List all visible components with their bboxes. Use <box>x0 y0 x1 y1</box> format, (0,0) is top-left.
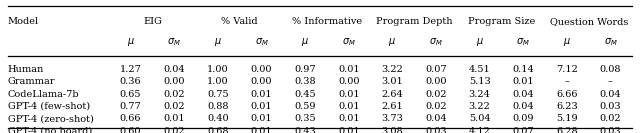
Text: 0.03: 0.03 <box>600 102 621 111</box>
Text: 0.03: 0.03 <box>600 127 621 133</box>
Text: 1.00: 1.00 <box>207 77 228 86</box>
Text: $\sigma_M$: $\sigma_M$ <box>429 36 443 48</box>
Text: 0.01: 0.01 <box>338 65 360 74</box>
Text: 0.04: 0.04 <box>513 90 534 99</box>
Text: Question Words: Question Words <box>550 17 628 26</box>
Text: $\sigma_M$: $\sigma_M$ <box>604 36 618 48</box>
Text: 0.00: 0.00 <box>251 77 272 86</box>
Text: 0.40: 0.40 <box>207 114 228 123</box>
Text: 0.01: 0.01 <box>338 114 360 123</box>
Text: GPT-4 (few-shot): GPT-4 (few-shot) <box>8 102 90 111</box>
Text: 0.01: 0.01 <box>251 127 272 133</box>
Text: 0.75: 0.75 <box>207 90 228 99</box>
Text: 3.01: 3.01 <box>381 77 403 86</box>
Text: 3.22: 3.22 <box>381 65 403 74</box>
Text: 0.77: 0.77 <box>120 102 141 111</box>
Text: GPT-4 (no board): GPT-4 (no board) <box>8 127 92 133</box>
Text: 0.04: 0.04 <box>513 102 534 111</box>
Text: 5.04: 5.04 <box>469 114 490 123</box>
Text: Human: Human <box>8 65 44 74</box>
Text: 0.01: 0.01 <box>251 90 272 99</box>
Text: 5.13: 5.13 <box>468 77 490 86</box>
Text: $\sigma_M$: $\sigma_M$ <box>255 36 268 48</box>
Text: $\mu$: $\mu$ <box>301 36 309 48</box>
Text: 0.00: 0.00 <box>425 77 447 86</box>
Text: 0.03: 0.03 <box>425 127 447 133</box>
Text: 3.22: 3.22 <box>468 102 491 111</box>
Text: 2.64: 2.64 <box>381 90 403 99</box>
Text: $\mu$: $\mu$ <box>388 36 396 48</box>
Text: 0.07: 0.07 <box>425 65 447 74</box>
Text: $\mu$: $\mu$ <box>563 36 571 48</box>
Text: % Valid: % Valid <box>221 17 258 26</box>
Text: 3.24: 3.24 <box>468 90 491 99</box>
Text: 0.08: 0.08 <box>600 65 621 74</box>
Text: $\sigma_M$: $\sigma_M$ <box>516 36 530 48</box>
Text: 0.00: 0.00 <box>163 77 185 86</box>
Text: 0.01: 0.01 <box>513 77 534 86</box>
Text: –: – <box>608 77 613 86</box>
Text: $\mu$: $\mu$ <box>127 36 134 48</box>
Text: $\mu$: $\mu$ <box>214 36 222 48</box>
Text: 0.09: 0.09 <box>513 114 534 123</box>
Text: CodeLlama-7b: CodeLlama-7b <box>8 90 79 99</box>
Text: % Informative: % Informative <box>292 17 362 26</box>
Text: 2.61: 2.61 <box>381 102 403 111</box>
Text: 1.00: 1.00 <box>207 65 228 74</box>
Text: –: – <box>564 77 570 86</box>
Text: 0.01: 0.01 <box>338 102 360 111</box>
Text: 0.45: 0.45 <box>294 90 316 99</box>
Text: 0.02: 0.02 <box>163 127 185 133</box>
Text: EIG: EIG <box>143 17 162 26</box>
Text: 0.02: 0.02 <box>600 114 621 123</box>
Text: 0.01: 0.01 <box>338 90 360 99</box>
Text: 7.12: 7.12 <box>556 65 578 74</box>
Text: 0.02: 0.02 <box>163 90 185 99</box>
Text: 0.07: 0.07 <box>513 127 534 133</box>
Text: 0.00: 0.00 <box>338 77 360 86</box>
Text: 6.28: 6.28 <box>556 127 578 133</box>
Text: 0.65: 0.65 <box>120 90 141 99</box>
Text: 1.27: 1.27 <box>120 65 141 74</box>
Text: 6.66: 6.66 <box>556 90 578 99</box>
Text: $\sigma_M$: $\sigma_M$ <box>342 36 356 48</box>
Text: 0.02: 0.02 <box>425 90 447 99</box>
Text: GPT-4 (zero-shot): GPT-4 (zero-shot) <box>8 114 93 123</box>
Text: 0.01: 0.01 <box>251 102 272 111</box>
Text: 4.12: 4.12 <box>468 127 491 133</box>
Text: 0.43: 0.43 <box>294 127 316 133</box>
Text: 0.14: 0.14 <box>513 65 534 74</box>
Text: Model: Model <box>8 17 39 26</box>
Text: 0.68: 0.68 <box>207 127 228 133</box>
Text: 0.04: 0.04 <box>600 90 621 99</box>
Text: Program Size: Program Size <box>468 17 535 26</box>
Text: Program Depth: Program Depth <box>376 17 452 26</box>
Text: 0.04: 0.04 <box>425 114 447 123</box>
Text: $\mu$: $\mu$ <box>476 36 484 48</box>
Text: 0.59: 0.59 <box>294 102 316 111</box>
Text: $\sigma_M$: $\sigma_M$ <box>167 36 181 48</box>
Text: 5.19: 5.19 <box>556 114 578 123</box>
Text: 0.01: 0.01 <box>338 127 360 133</box>
Text: Grammar: Grammar <box>8 77 55 86</box>
Text: 0.01: 0.01 <box>251 114 272 123</box>
Text: 0.36: 0.36 <box>120 77 141 86</box>
Text: 3.73: 3.73 <box>381 114 403 123</box>
Text: 0.38: 0.38 <box>294 77 316 86</box>
Text: 0.02: 0.02 <box>425 102 447 111</box>
Text: 3.08: 3.08 <box>381 127 403 133</box>
Text: 0.04: 0.04 <box>163 65 185 74</box>
Text: 0.88: 0.88 <box>207 102 228 111</box>
Text: 0.00: 0.00 <box>251 65 272 74</box>
Text: 0.01: 0.01 <box>163 114 185 123</box>
Text: 0.97: 0.97 <box>294 65 316 74</box>
Text: 0.02: 0.02 <box>163 102 185 111</box>
Text: 4.51: 4.51 <box>468 65 490 74</box>
Text: 0.35: 0.35 <box>294 114 316 123</box>
Text: 0.60: 0.60 <box>120 127 141 133</box>
Text: 6.23: 6.23 <box>556 102 578 111</box>
Text: 0.66: 0.66 <box>120 114 141 123</box>
